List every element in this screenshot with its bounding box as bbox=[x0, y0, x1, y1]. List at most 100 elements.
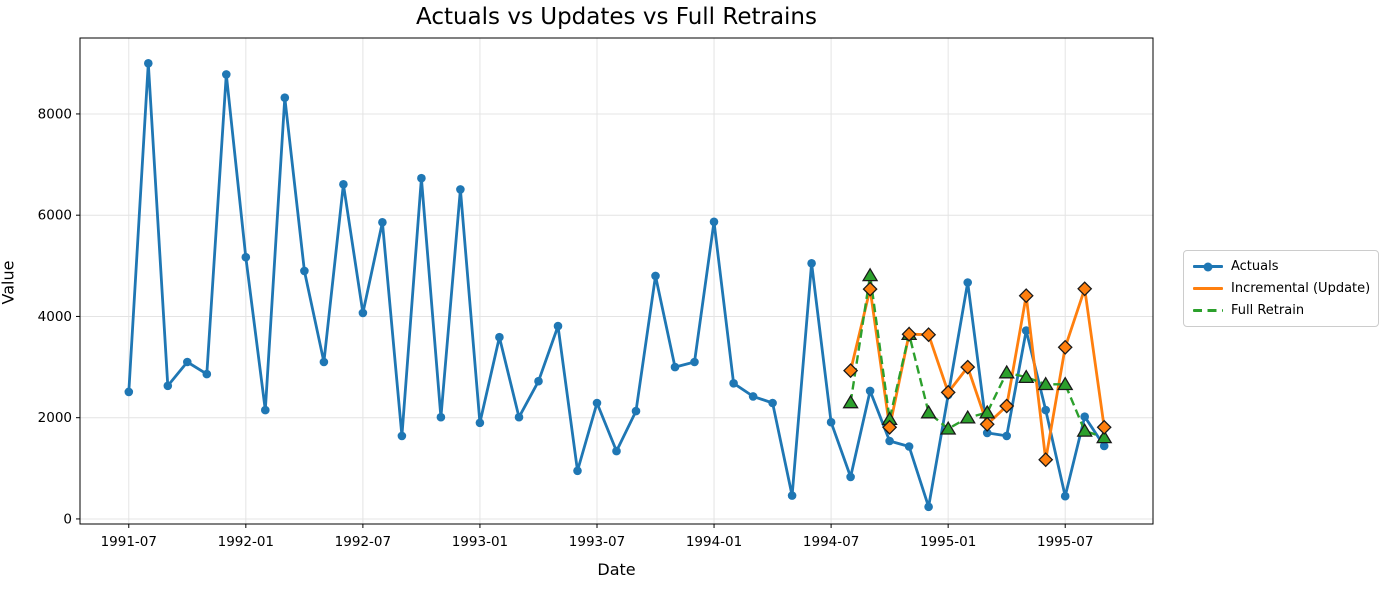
incremental-markers bbox=[843, 281, 1112, 468]
actuals-point bbox=[612, 446, 621, 456]
actuals-point bbox=[885, 436, 894, 446]
full-retrain-point bbox=[1057, 376, 1074, 391]
actuals-point bbox=[397, 431, 407, 441]
actuals-point bbox=[202, 369, 212, 379]
incremental-point bbox=[940, 384, 956, 400]
y-tick-label: 8000 bbox=[38, 106, 72, 122]
actuals-point bbox=[651, 271, 660, 281]
actuals-point bbox=[475, 418, 485, 428]
full-retrain-markers bbox=[842, 267, 1113, 444]
incremental-point bbox=[901, 326, 917, 342]
incremental-point bbox=[1018, 288, 1034, 304]
actuals-point bbox=[358, 308, 368, 318]
actuals-point bbox=[592, 398, 602, 408]
x-tick-label: 1991-07 bbox=[101, 534, 157, 550]
incremental-point bbox=[999, 398, 1015, 414]
x-tick-label: 1993-07 bbox=[569, 534, 625, 550]
actuals-point bbox=[768, 398, 777, 408]
incremental-point bbox=[1077, 281, 1093, 297]
y-tick-label: 4000 bbox=[38, 309, 72, 325]
full-retrain-swatch-icon bbox=[1193, 309, 1223, 312]
actuals-point bbox=[729, 379, 738, 388]
actuals-point bbox=[573, 466, 582, 476]
actuals-point bbox=[261, 405, 270, 415]
actuals-point bbox=[963, 278, 972, 287]
x-tick-label: 1992-07 bbox=[335, 534, 391, 550]
axes-spines bbox=[79, 37, 1154, 525]
x-tick-label: 1994-07 bbox=[803, 534, 859, 550]
actuals-point bbox=[787, 491, 797, 500]
actuals-point bbox=[183, 357, 192, 367]
actuals-point bbox=[1041, 405, 1050, 415]
actuals-point bbox=[709, 217, 719, 227]
legend-label: Actuals bbox=[1231, 259, 1279, 274]
actuals-point bbox=[280, 93, 290, 102]
full-retrain-point bbox=[861, 267, 879, 282]
incremental-point bbox=[1096, 419, 1112, 435]
incremental-point bbox=[1057, 339, 1073, 355]
gridlines bbox=[80, 38, 1153, 524]
incremental-point bbox=[862, 281, 878, 297]
actuals-point bbox=[339, 180, 348, 189]
incremental-point bbox=[979, 416, 995, 432]
actuals-point bbox=[534, 376, 543, 386]
full-retrain-point bbox=[1076, 423, 1093, 437]
x-tick-label: 1994-01 bbox=[686, 534, 742, 550]
actuals-point bbox=[1021, 326, 1031, 335]
actuals-markers bbox=[124, 59, 1109, 512]
full-retrain-point bbox=[1096, 429, 1113, 444]
incremental-point bbox=[960, 359, 976, 375]
actuals-point bbox=[241, 252, 251, 262]
actuals-point bbox=[222, 70, 231, 79]
actuals-point bbox=[1099, 441, 1109, 451]
actuals-point bbox=[378, 218, 387, 227]
legend-item-full-retrain: Full Retrain bbox=[1193, 303, 1369, 318]
actuals-point bbox=[300, 266, 309, 276]
full-retrain-point bbox=[998, 364, 1015, 379]
full-retrain-point bbox=[940, 420, 957, 435]
actuals-point bbox=[1002, 431, 1011, 441]
full-retrain-point bbox=[959, 409, 976, 424]
actuals-point bbox=[1080, 412, 1089, 422]
legend-item-actuals: Actuals bbox=[1193, 259, 1369, 274]
x-axis-label: Date bbox=[597, 560, 636, 579]
x-tick-label: 1993-01 bbox=[452, 534, 508, 550]
actuals-point bbox=[807, 259, 816, 268]
x-tick-label: 1995-01 bbox=[920, 534, 976, 550]
actuals-swatch-icon bbox=[1193, 262, 1223, 271]
full-retrain-point bbox=[1018, 369, 1035, 384]
legend-label: Incremental (Update) bbox=[1231, 281, 1371, 296]
incremental-point bbox=[843, 363, 859, 379]
y-axis-label: Value bbox=[0, 260, 18, 305]
incremental-line bbox=[849, 287, 1106, 462]
legend-item-incremental: Incremental (Update) bbox=[1193, 281, 1371, 296]
actuals-point bbox=[436, 412, 446, 422]
full-retrain-point bbox=[920, 404, 937, 419]
actuals-point bbox=[670, 362, 680, 372]
actuals-point bbox=[456, 185, 465, 194]
actuals-point bbox=[748, 392, 758, 401]
actuals-point bbox=[631, 406, 641, 416]
axis-ticks: 1991-07 1992-01 1992-07 1993-01 1993-07 1994-… bbox=[38, 106, 1094, 550]
incremental-point bbox=[921, 327, 937, 343]
y-tick-label: 6000 bbox=[38, 208, 72, 224]
incremental-point bbox=[882, 419, 898, 435]
incremental-point bbox=[1038, 452, 1054, 468]
actuals-point bbox=[982, 428, 992, 438]
full-retrain-line bbox=[849, 274, 1105, 439]
actuals-point bbox=[846, 472, 855, 482]
actuals-point bbox=[417, 173, 426, 183]
y-tick-label: 2000 bbox=[38, 410, 72, 426]
actuals-line bbox=[127, 61, 1106, 509]
actuals-point bbox=[553, 321, 563, 331]
incremental-swatch-icon bbox=[1193, 287, 1223, 290]
actuals-point bbox=[865, 386, 875, 396]
actuals-point bbox=[1060, 491, 1070, 501]
actuals-point bbox=[690, 357, 699, 367]
actuals-point bbox=[514, 412, 524, 422]
actuals-point bbox=[495, 332, 504, 342]
x-tick-label: 1992-01 bbox=[218, 534, 274, 550]
chart-title: Actuals vs Updates vs Full Retrains bbox=[415, 4, 817, 30]
